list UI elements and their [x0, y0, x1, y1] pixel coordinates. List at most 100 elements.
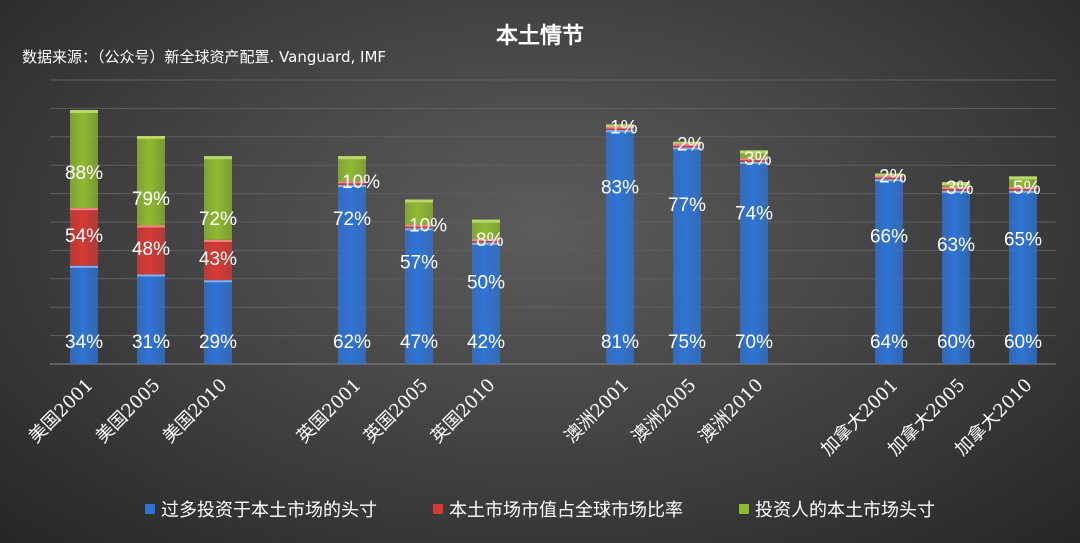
data-label-market-cap: 1% — [610, 117, 638, 138]
data-label-home-position: 77% — [668, 195, 706, 216]
bar-cap — [405, 228, 433, 231]
bar-over-investment — [606, 130, 634, 364]
bar-cap — [875, 175, 903, 178]
data-label-market-cap: 5% — [1013, 178, 1041, 199]
bar-cap — [405, 199, 433, 203]
bar-cap — [472, 239, 500, 242]
legend-label: 过多投资于本土市场的头寸 — [161, 500, 377, 521]
data-label-over-investment: 70% — [735, 332, 773, 353]
data-label-home-position: 74% — [735, 203, 773, 224]
x-tick-label: 美国2001 — [25, 375, 98, 448]
data-label-over-investment: 31% — [132, 332, 170, 353]
bar-cap — [70, 265, 98, 268]
bar-cap — [740, 150, 768, 154]
bar-cap — [137, 135, 165, 139]
bar-cap — [338, 181, 366, 184]
bar-cap — [740, 161, 768, 164]
bar-over-investment — [1009, 190, 1037, 364]
bar-cap — [1009, 190, 1037, 193]
bar-over-investment — [942, 190, 970, 364]
bar-cap — [606, 130, 634, 133]
bar-cap — [472, 219, 500, 223]
data-label-over-investment: 29% — [199, 332, 237, 353]
data-label-market-cap: 3% — [744, 149, 772, 170]
legend: 过多投资于本土市场的头寸 本土市场市值占全球市场比率 投资人的本土市场头寸 — [0, 496, 1080, 522]
x-tick-label: 美国2005 — [92, 375, 165, 448]
data-label-over-investment: 42% — [467, 332, 505, 353]
bar-cap — [338, 185, 366, 188]
data-label-over-investment: 64% — [870, 332, 908, 353]
bar-over-investment — [338, 185, 366, 364]
data-label-over-investment: 60% — [937, 332, 975, 353]
x-tick-label: 美国2010 — [159, 375, 232, 448]
bar-home-position — [137, 135, 165, 226]
data-label-market-cap: 10% — [342, 172, 380, 193]
bar-over-investment — [875, 179, 903, 364]
x-tick-label: 澳洲2001 — [561, 375, 634, 448]
bar-cap — [740, 158, 768, 161]
bar-cap — [875, 179, 903, 182]
bar-home-position — [338, 156, 366, 182]
data-label-home-position: 72% — [333, 209, 371, 230]
data-label-market-cap: 10% — [409, 215, 447, 236]
data-label-home-position: 66% — [870, 227, 908, 248]
data-label-home-position: 88% — [65, 163, 103, 184]
bar-cap — [875, 173, 903, 177]
data-label-market-cap: 2% — [879, 166, 907, 187]
chart-source: 数据来源：（公众号）新全球资产配置. Vanguard, IMF — [22, 48, 387, 66]
legend-item-market-cap: 本土市场市值占全球市场比率 — [433, 496, 683, 522]
data-label-market-cap: 8% — [476, 230, 504, 251]
data-label-market-cap: 2% — [677, 135, 705, 156]
bar-over-investment — [740, 161, 768, 364]
data-label-over-investment: 81% — [601, 332, 639, 353]
bar-over-investment — [70, 265, 98, 364]
x-tick-label: 澳洲2005 — [628, 375, 701, 448]
data-label-home-position: 83% — [601, 177, 639, 198]
bar-cap — [204, 280, 232, 283]
bar-over-investment — [405, 228, 433, 364]
bar-cap — [673, 141, 701, 145]
bar-home-position — [472, 219, 500, 240]
bar-cap — [405, 224, 433, 227]
bar-market-cap — [204, 239, 232, 281]
legend-label: 本土市场市值占全球市场比率 — [449, 500, 683, 521]
legend-label: 投资人的本土市场头寸 — [755, 500, 935, 521]
data-label-market-cap: 54% — [65, 226, 103, 247]
bar-cap — [204, 156, 232, 160]
bar-cap — [204, 239, 232, 242]
x-tick-label: 澳洲2010 — [695, 375, 768, 448]
chart-title: 本土情节 — [495, 24, 584, 49]
data-label-home-position: 50% — [467, 273, 505, 294]
legend-item-over-investment: 过多投资于本土市场的头寸 — [145, 496, 377, 522]
data-label-over-investment: 34% — [65, 332, 103, 353]
legend-swatch-blue — [145, 504, 155, 514]
bar-cap — [472, 242, 500, 245]
bar-cap — [606, 126, 634, 129]
data-label-home-position: 72% — [199, 209, 237, 230]
bar-cap — [1009, 176, 1037, 180]
data-label-over-investment: 62% — [333, 332, 371, 353]
legend-swatch-green — [739, 504, 749, 514]
data-label-market-cap: 43% — [199, 249, 237, 270]
x-tick-label: 英国2001 — [293, 375, 366, 448]
bar-cap — [70, 208, 98, 211]
x-tick-label: 英国2005 — [360, 375, 433, 448]
bar-home-position — [405, 199, 433, 225]
bar-over-investment — [472, 242, 500, 364]
bar-cap — [70, 110, 98, 113]
legend-swatch-red — [433, 504, 443, 514]
bar-cap — [137, 274, 165, 277]
bar-cap — [673, 147, 701, 150]
data-label-over-investment: 75% — [668, 332, 706, 353]
legend-item-home-position: 投资人的本土市场头寸 — [739, 496, 935, 522]
bar-over-investment — [673, 147, 701, 364]
bar-cap — [1009, 187, 1037, 190]
data-label-over-investment: 60% — [1004, 332, 1042, 353]
data-label-market-cap: 3% — [946, 178, 974, 199]
bar-home-position — [70, 110, 98, 209]
bar-over-investment — [204, 280, 232, 364]
x-tick-label: 英国2010 — [427, 375, 500, 448]
bar-cap — [338, 156, 366, 160]
bar-over-investment — [137, 274, 165, 364]
